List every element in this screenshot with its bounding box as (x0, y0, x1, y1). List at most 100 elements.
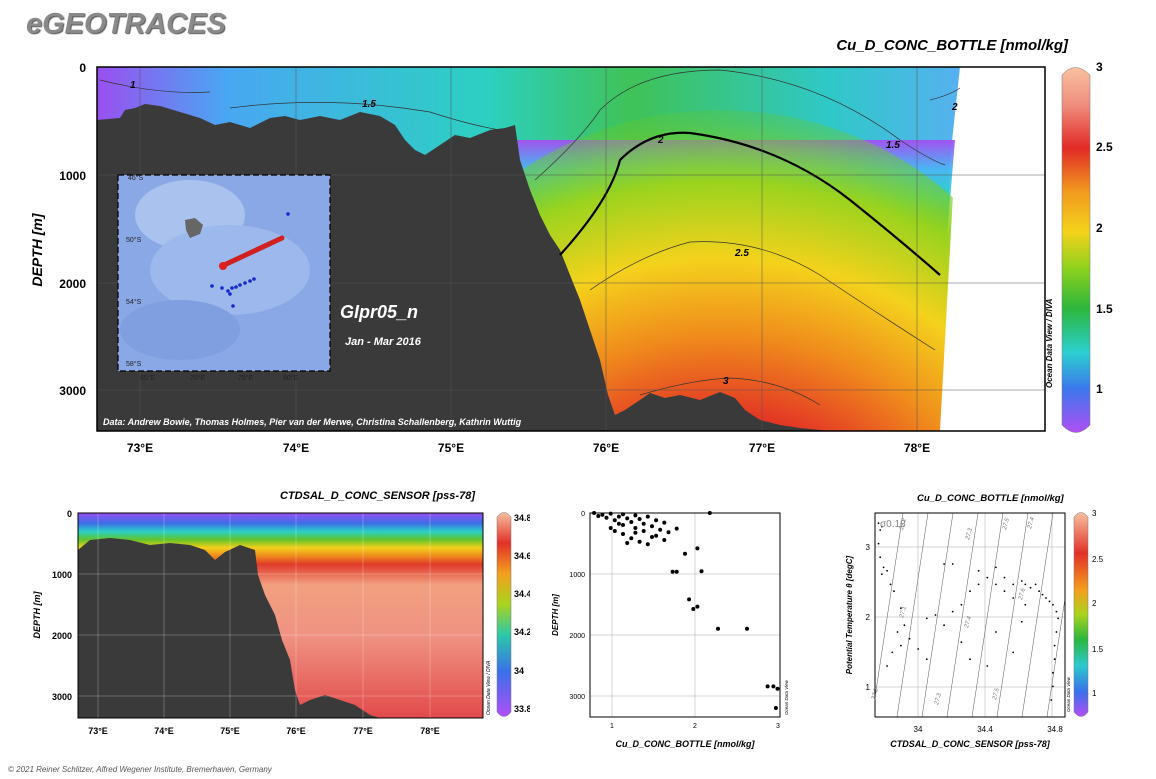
data-credit: Data: Andrew Bowie, Thomas Holmes, Pier … (103, 417, 522, 427)
ts-point (969, 590, 971, 593)
ts-point (1012, 597, 1015, 599)
ts-scatter-chart: σ0.13 27.2 27.3 27.4 27.5 27.6 27.1 27.2… (845, 509, 1104, 749)
cu-depth-point (662, 520, 667, 525)
cu-depth-point (716, 626, 720, 631)
ts-point (934, 614, 937, 616)
ts-point (879, 556, 882, 559)
cu-depth-point (612, 529, 617, 533)
y-tick-label: 2000 (59, 277, 86, 291)
cu-depth-points (592, 511, 780, 710)
colorbar-tick: 1 (1096, 382, 1103, 396)
colorbar-side-label: Ocean Data View / DIVA (486, 660, 492, 715)
cu-depth-point (674, 526, 679, 531)
x-tick-label: 1 (610, 723, 614, 730)
ts-point (877, 522, 880, 525)
ts-point (986, 576, 989, 579)
ts-point (995, 566, 997, 569)
cu-depth-point (637, 517, 642, 521)
ts-title: Cu_D_CONC_BOTTLE [nmol/kg] (917, 493, 1064, 504)
isopycnal-label: 27.1 (899, 606, 908, 620)
cu-depth-point (612, 518, 617, 523)
x-tick-label: 76°E (593, 441, 619, 455)
cu-depth-point (637, 539, 642, 544)
cu-depth-point (629, 536, 634, 541)
cu-depth-point (683, 551, 687, 556)
ts-points (877, 522, 1059, 701)
scatter-side-label: Ocean Data View (784, 679, 789, 715)
cu-depth-point (775, 686, 780, 691)
colorbar-tick: 1 (1092, 689, 1097, 698)
main-chart-title: Cu_D_CONC_BOTTLE [nmol/kg] (836, 37, 1068, 54)
cu-depth-point (629, 520, 634, 524)
contour-label: 2 (657, 135, 664, 146)
cu-depth-point (633, 526, 638, 530)
x-tick-label: 34.4 (977, 725, 993, 734)
ts-y-axis-label: Potential Temperature θ [degC] (845, 555, 854, 674)
isopycnal-label: 27.3 (934, 692, 943, 706)
ts-point (1053, 644, 1056, 647)
cu-depth-point (691, 607, 696, 611)
cu-depth-point (633, 513, 638, 518)
cu-depth-point (707, 511, 712, 515)
y-tick-label: 2000 (52, 631, 72, 641)
cu-depth-point (687, 597, 692, 602)
y-tick-label: 1000 (52, 570, 72, 580)
ts-point (1052, 603, 1054, 606)
x-tick-label: 77°E (749, 441, 775, 455)
colorbar-tick: 1.5 (1096, 302, 1113, 316)
ts-point (1003, 590, 1006, 593)
salinity-section-chart: 0 1000 2000 3000 DEPTH [m] 73°E 74°E 75°… (32, 509, 530, 736)
cu-depth-point (670, 569, 675, 574)
ts-point (1020, 620, 1023, 623)
salinity-title: CTDSAL_D_CONC_SENSOR [pss-78] (280, 490, 475, 502)
colorbar-tick: 34.4 (514, 589, 530, 599)
ts-point (1055, 631, 1058, 633)
ts-point (903, 624, 906, 627)
x-tick-label: 73°E (88, 726, 108, 736)
cu-depth-point (604, 515, 609, 520)
app-logo: eGEOTRACES (26, 8, 226, 40)
contour-label: 1 (130, 80, 136, 91)
cu-depth-point (600, 512, 605, 517)
colorbar-tick: 2.5 (1092, 555, 1104, 564)
y-tick-label: 0 (581, 511, 585, 518)
cu-depth-point (745, 626, 749, 631)
cu-depth-point (608, 511, 613, 516)
contour-label: 1.5 (362, 99, 376, 110)
cu-depth-point (592, 511, 597, 515)
scatter-y-axis-label: DEPTH [m] (551, 594, 560, 636)
ts-point (1057, 617, 1059, 620)
cu-depth-point (662, 538, 667, 542)
cu-depth-point (695, 546, 700, 551)
cu-depth-point (625, 516, 630, 521)
inset-lat-tick: 58°S (126, 360, 142, 368)
y-tick-label: 1000 (59, 169, 86, 183)
cu-depth-point (616, 514, 621, 519)
cu-depth-point (645, 542, 650, 547)
cu-depth-point (650, 524, 654, 529)
cu-depth-point (608, 526, 613, 530)
ts-point (1003, 576, 1006, 579)
ts-point (1048, 600, 1051, 603)
y-tick-label: 1 (866, 683, 871, 692)
x-tick-label: 77°E (353, 726, 373, 736)
ts-point (1052, 685, 1054, 688)
main-colorbar: 3 2.5 2 1.5 1 Ocean Data View / DIVA (1045, 60, 1113, 433)
ts-point (1041, 593, 1044, 596)
x-tick-label: 74°E (283, 441, 309, 455)
ts-point (986, 665, 989, 667)
inset-lon-tick: 65°E (140, 374, 156, 382)
cu-depth-point (596, 514, 601, 518)
colorbar-side-label: Ocean Data View / DIVA (1045, 298, 1054, 388)
ts-point (925, 617, 928, 620)
y-tick-label: 3000 (59, 384, 86, 398)
isopycnal-label: 27.3 (965, 527, 974, 541)
cu-depth-point (654, 518, 659, 523)
ts-point (917, 648, 920, 650)
y-tick-label: 3 (866, 543, 871, 552)
x-tick-label: 3 (776, 723, 780, 730)
ts-point (1052, 671, 1054, 674)
colorbar-tick: 3 (1092, 509, 1097, 518)
ts-point (896, 631, 899, 633)
sigma-label: σ0.13 (880, 519, 906, 530)
